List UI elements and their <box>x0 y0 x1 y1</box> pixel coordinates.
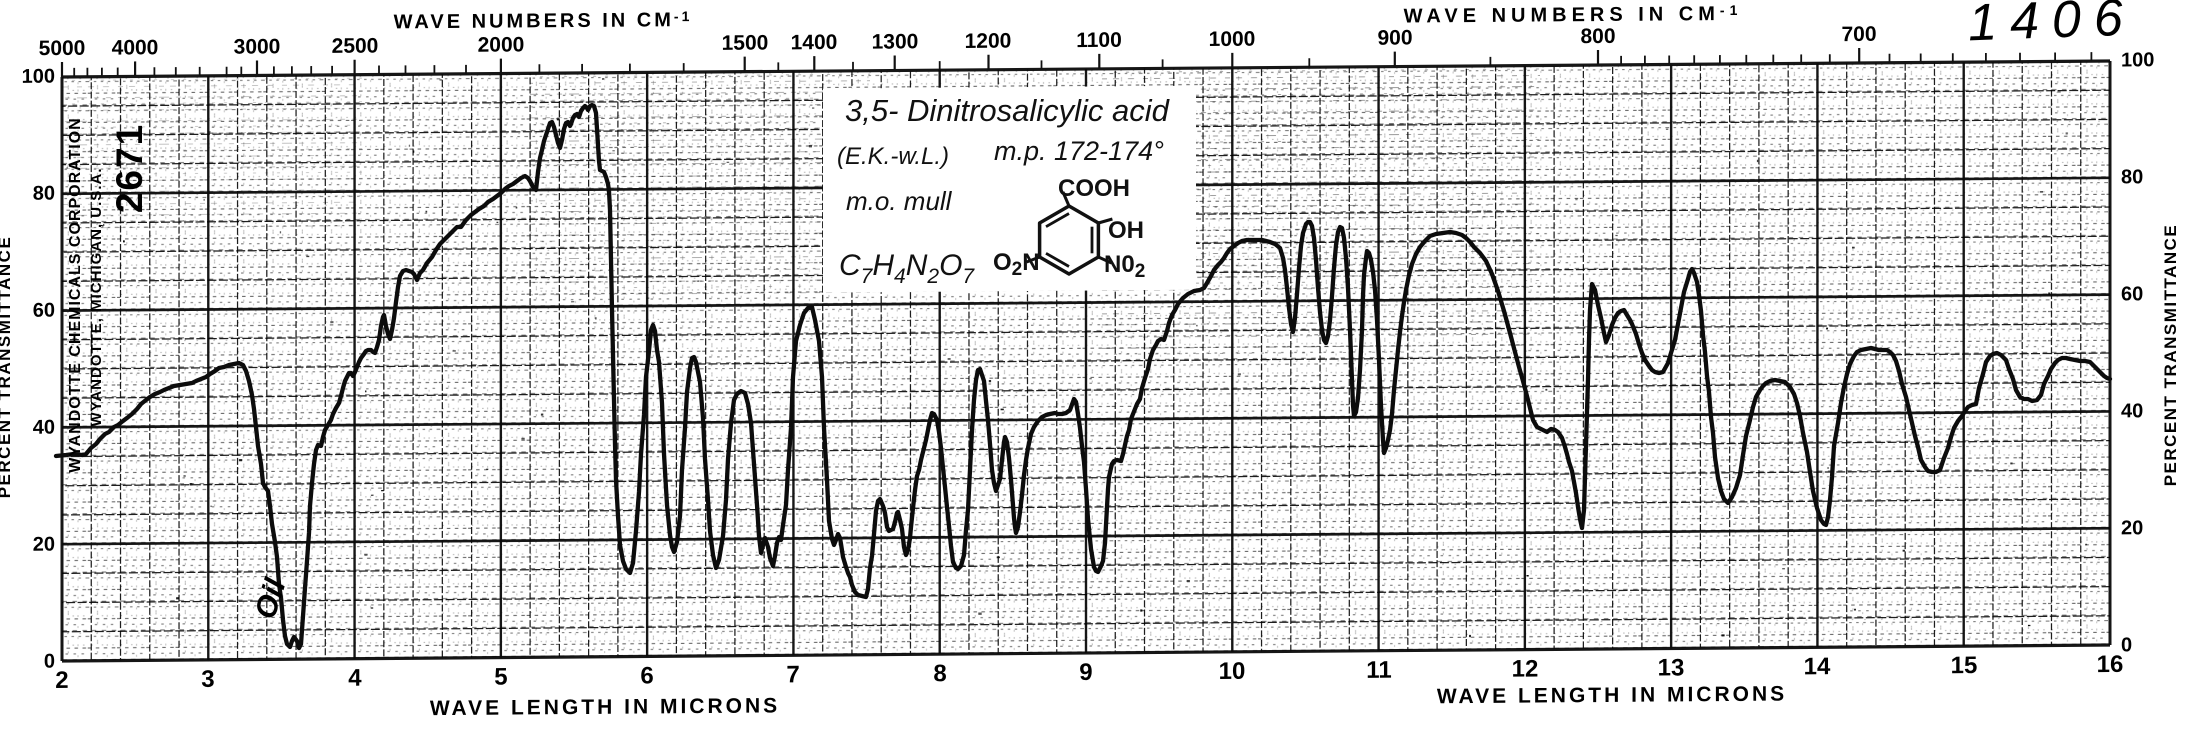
svg-text:11: 11 <box>1366 657 1391 684</box>
svg-text:OH: OH <box>1108 217 1144 244</box>
svg-text:PERCENT TRANSMITTANCE: PERCENT TRANSMITTANCE <box>0 236 14 499</box>
svg-text:15: 15 <box>1951 652 1978 679</box>
svg-text:m.p. 172-174°: m.p. 172-174° <box>994 136 1164 166</box>
svg-text:8: 8 <box>933 660 946 687</box>
svg-text:14: 14 <box>1804 653 1831 680</box>
svg-text:1000: 1000 <box>1209 28 1256 51</box>
svg-text:60: 60 <box>2121 283 2143 305</box>
svg-text:1500: 1500 <box>722 31 769 54</box>
svg-text:16: 16 <box>2097 651 2124 678</box>
svg-text:40: 40 <box>2121 400 2143 422</box>
svg-text:100: 100 <box>22 66 55 88</box>
svg-text:1400: 1400 <box>791 31 838 54</box>
svg-text:0: 0 <box>2121 634 2132 656</box>
svg-text:WAVE LENGTH IN MICRONS: WAVE LENGTH IN MICRONS <box>430 694 780 720</box>
svg-text:20: 20 <box>2121 517 2143 539</box>
svg-text:80: 80 <box>33 183 55 205</box>
svg-text:800: 800 <box>1580 25 1615 48</box>
svg-text:WAVE NUMBERS IN CM-1: WAVE NUMBERS IN CM-1 <box>394 8 693 33</box>
svg-text:10: 10 <box>1219 658 1246 685</box>
svg-text:2671: 2671 <box>109 123 150 213</box>
svg-text:60: 60 <box>33 300 55 322</box>
svg-text:3: 3 <box>201 666 214 693</box>
svg-text:12: 12 <box>1512 655 1539 682</box>
svg-text:2: 2 <box>55 667 68 694</box>
svg-text:1200: 1200 <box>965 30 1012 53</box>
svg-text:9: 9 <box>1079 659 1092 686</box>
svg-text:40: 40 <box>33 417 55 439</box>
svg-text:5000: 5000 <box>39 37 86 60</box>
svg-text:6: 6 <box>640 662 653 689</box>
svg-text:20: 20 <box>33 534 55 556</box>
svg-text:4: 4 <box>348 665 362 692</box>
svg-text:1100: 1100 <box>1076 29 1122 52</box>
svg-text:1406: 1406 <box>1967 0 2137 52</box>
svg-text:WYANDOTTE, MICHIGAN, U.S.A.: WYANDOTTE, MICHIGAN, U.S.A. <box>88 168 105 427</box>
svg-text:PERCENT TRANSMITTANCE: PERCENT TRANSMITTANCE <box>2161 224 2180 487</box>
svg-text:700: 700 <box>1841 23 1876 46</box>
svg-text:WAVE LENGTH IN MICRONS: WAVE LENGTH IN MICRONS <box>1437 683 1787 709</box>
svg-text:2000: 2000 <box>478 33 525 56</box>
svg-text:4000: 4000 <box>112 36 159 59</box>
svg-text:(E.K.-w.L.): (E.K.-w.L.) <box>837 143 949 170</box>
svg-text:13: 13 <box>1658 654 1685 681</box>
svg-text:1300: 1300 <box>872 30 919 53</box>
svg-text:3000: 3000 <box>234 35 281 58</box>
svg-text:m.o. mull: m.o. mull <box>846 186 953 216</box>
svg-text:100: 100 <box>2121 49 2154 71</box>
svg-text:WYANDOTTE CHEMICALS CORPORATIO: WYANDOTTE CHEMICALS CORPORATION <box>67 117 84 472</box>
svg-text:7: 7 <box>786 661 799 688</box>
svg-text:0: 0 <box>44 651 55 673</box>
svg-text:WAVE NUMBERS IN CM-1: WAVE NUMBERS IN CM-1 <box>1404 2 1743 28</box>
svg-text:80: 80 <box>2121 166 2143 188</box>
svg-text:5: 5 <box>494 664 507 691</box>
svg-text:3,5- Dinitrosalicylic acid: 3,5- Dinitrosalicylic acid <box>845 93 1171 128</box>
svg-text:2500: 2500 <box>332 35 379 58</box>
svg-text:900: 900 <box>1377 26 1412 49</box>
svg-text:COOH: COOH <box>1058 175 1130 202</box>
